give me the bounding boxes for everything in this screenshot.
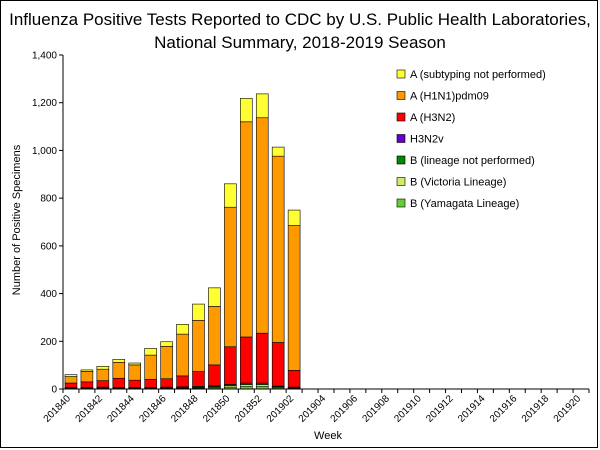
legend-label: B (Victoria Lineage) xyxy=(410,177,506,189)
bar-segment-201851-6 xyxy=(240,98,253,123)
bar-segment-201852-6 xyxy=(255,93,269,119)
y-tick-label: 0 xyxy=(51,385,57,396)
bar-segment-201852-5 xyxy=(255,117,269,334)
bar-segment-201849-4 xyxy=(208,364,221,387)
bar-segment-201845-5 xyxy=(144,354,157,380)
y-tick-label: 400 xyxy=(40,289,57,300)
bar-segment-201841-6 xyxy=(80,369,94,372)
bar-segment-201844-4 xyxy=(128,379,141,388)
x-axis-label: Week xyxy=(314,430,342,442)
bar-segment-201840-4 xyxy=(64,382,78,388)
legend-label: A (H1N1)pdm09 xyxy=(410,91,489,103)
x-tick-label: 201920 xyxy=(552,393,584,425)
legend-swatch xyxy=(396,69,406,79)
bar-segment-201851-4 xyxy=(240,336,253,384)
legend: A (subtyping not performed) A (H1N1)pdm09… xyxy=(396,69,546,210)
bar-segment-201843-6 xyxy=(112,359,126,363)
bar-segment-201849-6 xyxy=(208,287,221,307)
bar-segment-201841-5 xyxy=(80,371,94,383)
chart-title-line-1: Influenza Positive Tests Reported to CDC… xyxy=(9,10,591,29)
bar-segment-201848-6 xyxy=(192,303,205,321)
x-tick-label: 201840 xyxy=(42,393,74,425)
legend-swatch xyxy=(396,112,406,122)
x-tick-label: 201852 xyxy=(233,393,265,425)
x-tick-label: 201910 xyxy=(392,393,424,425)
x-tick-label: 201908 xyxy=(361,393,393,425)
bar-segment-201850-5 xyxy=(224,206,237,348)
bar-segment-201850-6 xyxy=(224,183,237,208)
bar-segment-201902-6 xyxy=(287,209,301,226)
x-tick-label: 201842 xyxy=(74,393,106,425)
bar-segment-201845-4 xyxy=(144,379,157,388)
y-tick-label: 1,400 xyxy=(32,51,57,62)
bar-segment-201843-4 xyxy=(112,377,126,388)
bar-segment-201841-4 xyxy=(80,381,94,388)
bar-segment-201843-5 xyxy=(112,361,126,379)
bar-segment-201846-4 xyxy=(160,378,173,388)
bars-layer xyxy=(64,93,301,390)
bar-segment-201842-5 xyxy=(96,368,110,381)
x-tick-label: 201912 xyxy=(424,393,456,425)
bar-segment-201840-6 xyxy=(64,374,78,377)
bar-segment-201845-6 xyxy=(144,348,157,356)
bar-segment-201851-5 xyxy=(240,121,253,338)
bar-segment-201842-6 xyxy=(96,366,110,370)
x-tick-label: 201916 xyxy=(488,393,520,425)
chart-title: Influenza Positive Tests Reported to CDC… xyxy=(0,8,600,54)
bar-segment-201848-5 xyxy=(192,319,205,372)
x-tick-label: 201846 xyxy=(137,393,169,425)
y-axis-label: Number of Positive Specimens xyxy=(11,144,23,295)
bar-segment-201844-6 xyxy=(128,362,141,366)
legend-swatch xyxy=(396,198,406,208)
x-tick-label: 201914 xyxy=(456,393,488,425)
bar-segment-201847-5 xyxy=(176,333,189,377)
bar-segment-201847-6 xyxy=(176,324,189,335)
bar-segment-201846-6 xyxy=(160,341,173,347)
y-tick-label: 200 xyxy=(40,337,57,348)
bar-segment-201852-4 xyxy=(255,332,269,384)
x-tick-label: 201918 xyxy=(520,393,552,425)
x-tick-label: 201844 xyxy=(105,393,137,425)
legend-label: B (Yamagata Lineage) xyxy=(410,198,519,210)
legend-swatch xyxy=(396,155,406,165)
bar-segment-201849-5 xyxy=(208,306,221,366)
legend-swatch xyxy=(396,91,406,100)
bar-segment-201850-4 xyxy=(224,346,237,385)
bar-segment-201846-5 xyxy=(160,345,173,380)
x-tick-label: 201850 xyxy=(201,393,233,425)
y-tick-label: 600 xyxy=(40,241,57,252)
bar-segment-201844-5 xyxy=(128,364,141,381)
y-tick-label: 1,200 xyxy=(32,98,57,109)
y-tick-label: 1,000 xyxy=(32,146,57,157)
bar-segment-201848-4 xyxy=(192,371,205,387)
x-tick-label: 201906 xyxy=(329,393,361,425)
bar-segment-201901-5 xyxy=(271,155,285,343)
bar-segment-201847-4 xyxy=(176,375,189,388)
chart-title-line-2: National Summary, 2018-2019 Season xyxy=(154,33,446,52)
x-tick-label: 201904 xyxy=(297,393,329,425)
legend-label: A (H3N2) xyxy=(410,112,455,124)
y-tick-label: 800 xyxy=(40,194,57,205)
legend-label: B (lineage not performed) xyxy=(410,155,535,167)
x-tick-label: 201848 xyxy=(169,393,201,425)
legend-label: H3N2v xyxy=(410,134,444,146)
legend-swatch xyxy=(396,134,406,143)
bar-segment-201840-5 xyxy=(64,376,78,384)
legend-label: A (subtyping not performed) xyxy=(410,69,546,81)
x-tick-label: 201902 xyxy=(265,393,297,425)
legend-swatch xyxy=(396,177,406,186)
bar-segment-201901-6 xyxy=(271,146,285,157)
bar-segment-201842-4 xyxy=(96,380,110,388)
bar-segment-201901-4 xyxy=(271,342,285,387)
bar-segment-201902-5 xyxy=(287,225,301,371)
bar-segment-201902-4 xyxy=(287,370,301,388)
